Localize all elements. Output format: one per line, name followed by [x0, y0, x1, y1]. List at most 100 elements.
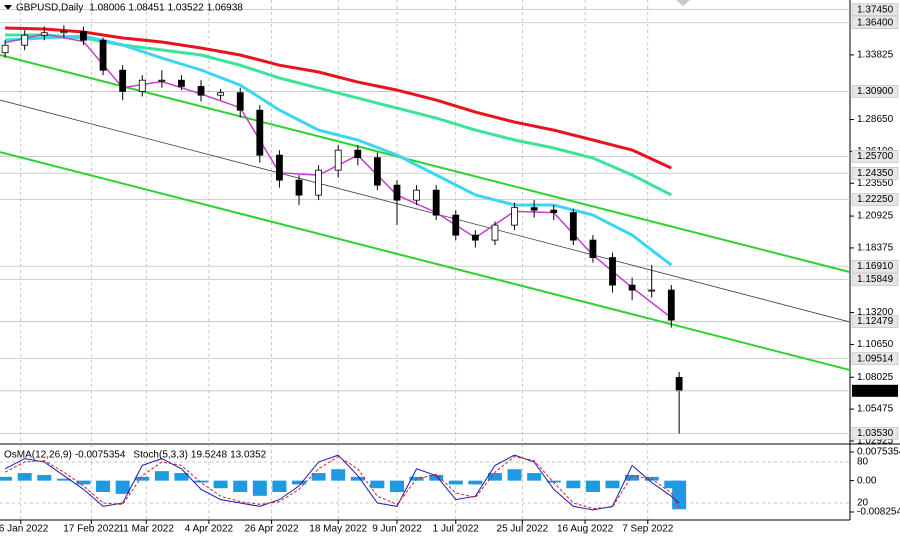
- osma-bar: [429, 474, 444, 481]
- candle-body: [373, 157, 381, 186]
- osma-bar: [664, 480, 679, 489]
- candle-body: [236, 92, 244, 111]
- stoch-line: [4, 454, 680, 511]
- candle-body: [471, 234, 479, 241]
- y-tick-label: 1.02925: [857, 436, 894, 447]
- x-tick-label: 17 Feb 2022: [63, 524, 120, 535]
- candle-body: [511, 207, 518, 226]
- x-tick-label: 4 Apr 2022: [185, 524, 234, 535]
- candle-body: [80, 31, 87, 41]
- current-price-label: 1.06938: [857, 385, 894, 396]
- title-value: 1.08006: [89, 3, 126, 14]
- candle-body: [334, 149, 342, 171]
- level-box: [851, 3, 899, 16]
- y-tick-label: 1.28650: [857, 114, 894, 125]
- candle-body: [158, 79, 166, 82]
- y-tick-label: 1.08025: [857, 372, 894, 383]
- y-tick-label: 1.13200: [857, 307, 894, 318]
- candle-body: [569, 212, 577, 241]
- level-label: 1.24350: [857, 168, 894, 179]
- y-tick-label: 1.10650: [857, 339, 894, 350]
- price-axis: 1.338251.286501.261001.235501.209251.183…: [850, 3, 899, 447]
- moving-average: [5, 26, 672, 170]
- osma-bar: [370, 480, 385, 489]
- candle-body: [178, 79, 185, 87]
- osma-bar: [37, 474, 52, 481]
- osma-bar: [585, 480, 600, 493]
- candle-body: [675, 377, 683, 392]
- osma-bar: [56, 478, 71, 481]
- x-tick-label: 9 Jun 2022: [372, 524, 422, 535]
- candle-body: [491, 224, 499, 241]
- candle-body: [393, 184, 401, 201]
- x-tick-label: 11 Mar 2022: [118, 524, 174, 535]
- osma-bar: [76, 480, 91, 485]
- candle-body: [432, 189, 440, 216]
- level-label: 1.15849: [857, 274, 894, 285]
- candle-body: [197, 86, 205, 96]
- moving-average: [5, 34, 673, 267]
- candle-body: [589, 239, 597, 259]
- osma-bar: [194, 480, 209, 483]
- candle-body: [99, 39, 107, 71]
- title-symbol: GBPUSD,Daily: [16, 3, 83, 14]
- osma-bar: [115, 480, 130, 494]
- osma-tick-label: 0.0075354: [857, 447, 900, 458]
- osma-bar: [468, 480, 483, 485]
- level-label: 1.37450: [857, 4, 894, 15]
- osma-bar: [252, 480, 267, 496]
- osma-bar: [174, 473, 189, 481]
- trendline: [0, 99, 851, 323]
- candle-body: [256, 109, 264, 156]
- osma-bar: [135, 476, 150, 481]
- osma-bar: [605, 480, 620, 489]
- candle-body: [648, 289, 656, 292]
- title-value: 1.06938: [207, 3, 244, 14]
- candle-body: [413, 189, 420, 201]
- level-label: 1.12479: [857, 316, 894, 327]
- x-tick-label: 18 May 2022: [309, 524, 367, 535]
- x-tick-label: 16 Aug 2022: [557, 524, 614, 535]
- x-tick-label: 7 Sep 2022: [622, 524, 674, 535]
- level-label: 1.25700: [857, 151, 894, 162]
- candle-body: [315, 169, 323, 196]
- level-box: [851, 273, 899, 286]
- osma-bar: [448, 480, 463, 485]
- candle-body: [21, 34, 29, 46]
- osma-bar: [154, 471, 169, 481]
- osma-bar: [546, 480, 561, 483]
- osma-bar: [350, 476, 365, 481]
- candle-body: [667, 289, 675, 321]
- candle-body: [530, 207, 538, 211]
- osma-bar: [0, 476, 13, 481]
- oscillator-header: Stoch(5,3,3): [133, 450, 187, 461]
- level-box: [851, 193, 899, 206]
- osma-bar: [311, 473, 326, 481]
- x-tick-label: 1 Jul 2022: [433, 524, 480, 535]
- osma-bar: [527, 473, 542, 481]
- stoch-tick-label: 80: [857, 457, 869, 468]
- y-tick-label: 1.23550: [857, 178, 894, 189]
- stoch-line: [4, 455, 680, 510]
- level-box: [851, 167, 899, 180]
- oscillator-header: 19.5248: [191, 450, 228, 461]
- level-label: 1.09514: [857, 353, 894, 364]
- osma-bar: [96, 480, 111, 493]
- candle-body: [138, 79, 146, 92]
- title-value: 1.08451: [128, 3, 165, 14]
- candle-body: [40, 32, 48, 36]
- level-label: 1.22250: [857, 194, 894, 205]
- oscillator-header: OsMA(12,26,9): [4, 450, 72, 461]
- osma-bar: [213, 480, 228, 489]
- price-plot: [0, 0, 851, 520]
- level-box: [851, 85, 899, 98]
- y-tick-label: 1.33825: [857, 50, 894, 61]
- candle-body: [452, 214, 460, 236]
- osma-bar: [389, 480, 404, 493]
- level-box: [851, 352, 899, 365]
- candle-body: [550, 209, 558, 214]
- level-box: [851, 315, 899, 328]
- oscillator-header: -0.0075354: [75, 450, 126, 461]
